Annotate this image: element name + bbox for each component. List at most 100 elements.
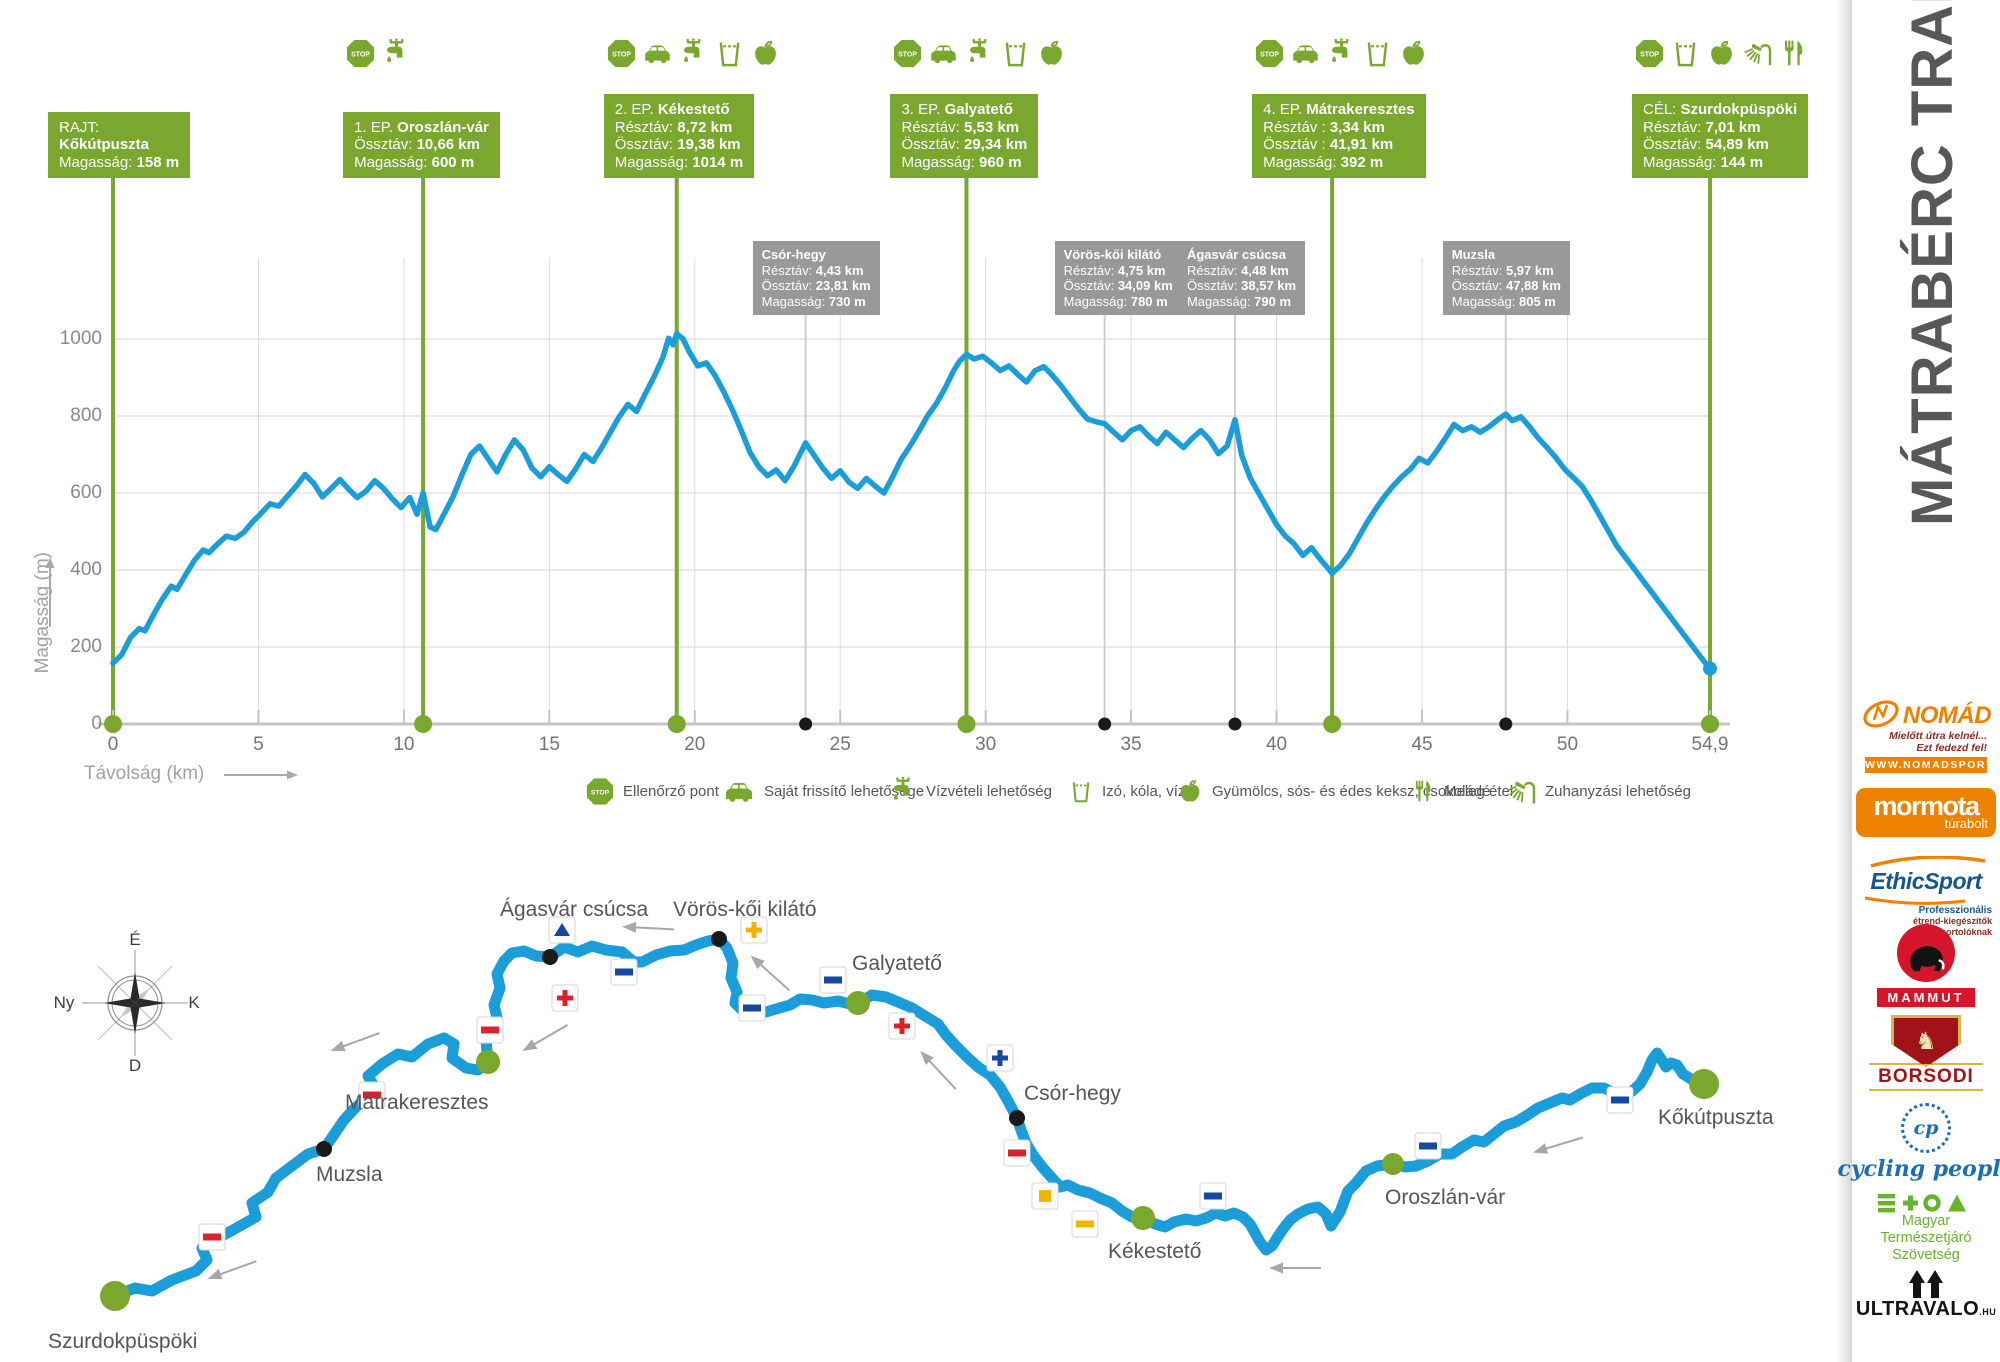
x-tick-label: 40 [1265, 734, 1288, 755]
checkpoint-label: 3. EP. [901, 101, 945, 118]
ethicsport-swoosh-bottom-icon [1864, 896, 1966, 905]
trail-blaze-cross-blue-icon [986, 1044, 1014, 1072]
checkpoint-label: Résztáv: [901, 118, 964, 136]
legend-item-shower: Zuhanyzási lehetőség [1505, 774, 1691, 808]
eat-icon [1410, 775, 1436, 808]
checkpoint-value: Mátrakeresztes [1306, 101, 1415, 118]
apple-icon [1036, 38, 1067, 69]
y-tick-label: 200 [70, 636, 102, 657]
checkpoint-label: Magasság: [1263, 153, 1341, 171]
x-tick-label: 45 [1411, 734, 1433, 755]
borsodi-horse-icon: ♞ [1915, 1027, 1937, 1055]
compass-e: K [188, 993, 200, 1012]
mtsz-line-3: Szövetség [1892, 1247, 1960, 1263]
elevation-profile-line [110, 330, 1713, 672]
checkpoint-value: 960 m [979, 153, 1022, 171]
checkpoint-icons-5 [1634, 38, 1809, 69]
tap-icon [964, 38, 995, 69]
car-icon [1290, 38, 1321, 69]
waypoint-value: 730 m [828, 293, 866, 309]
map-dot-major [100, 1281, 130, 1311]
ethicsport-sub-1: Professzionális [1918, 905, 1992, 916]
stop-icon [345, 38, 376, 69]
legend-item-stop: Ellenőrző pont [585, 774, 719, 808]
legend-label: Ellenőrző pont [623, 782, 719, 800]
map-dot-major [846, 991, 870, 1015]
checkpoint-box-1: 1. EP. Oroszlán-vár Össztáv: 10,66 km Maga… [343, 111, 500, 178]
x-tick-label: 54,9 [1691, 734, 1729, 755]
checkpoint-value: 1014 m [692, 153, 744, 171]
waypoint-box-2: Ágasvár csúcsa Résztáv: 4,48 km Össztáv: 3… [1177, 241, 1306, 315]
borsodi-logo[interactable]: ♞ BORSODI [1852, 1015, 2000, 1091]
checkpoint-label: Össztáv : [1263, 136, 1330, 153]
y-tick-label: 400 [70, 559, 102, 580]
nomad-tagline-1: Mielőtt útra kelnél... [1888, 730, 1987, 742]
waypoint-value: 4,43 km [815, 262, 864, 278]
waypoint-value: 790 m [1254, 293, 1292, 309]
x-tick-label: 0 [107, 734, 119, 755]
apple-icon [1176, 775, 1204, 808]
cycling-people-logo[interactable]: cp cycling people [1837, 1103, 2000, 1182]
trail-blaze-stripe-blue-icon [1606, 1086, 1634, 1114]
waypoint-label: Magasság: [1451, 293, 1519, 309]
mormota-logo[interactable]: mormota túrabolt [1852, 788, 2000, 837]
eat-icon [1778, 38, 1809, 69]
waypoint-label: Magasság: [1186, 293, 1255, 309]
trail-blaze-stripe-blue-icon [610, 958, 638, 986]
direction-arrow [522, 1024, 569, 1051]
ultravalo-logo[interactable]: ULTRAVALO.HU [1852, 1268, 2000, 1321]
checkpoint-box-5: CÉL: Szurdokpüspöki Résztáv: 7,01 km Összt… [1632, 94, 1809, 178]
legend-label: Zuhanyzási lehetőség [1545, 782, 1691, 800]
waypoint-value: Vörös-kői kilátó [1063, 247, 1162, 262]
mormota-brand: mormota [1873, 791, 1980, 821]
checkpoint-value: 8,72 km [677, 118, 733, 136]
nomad-brand: NOMÁD [1902, 702, 1992, 729]
waypoint-label: Össztáv: [1186, 278, 1242, 293]
checkpoint-label: Résztáv: [1643, 118, 1706, 136]
waypoint-label: Magasság: [1063, 293, 1131, 309]
cup-icon [1000, 38, 1031, 69]
direction-arrow [750, 955, 790, 992]
stop-icon [606, 38, 637, 69]
checkpoint-label: RAJT: [59, 118, 100, 136]
waypoint-value: 4,48 km [1241, 262, 1289, 278]
ethicsport-brand: EthicSport [1870, 868, 1982, 894]
legend-item-eat: Meleg étel [1410, 774, 1513, 808]
checkpoint-box-2: 2. EP. Kékestető Résztáv: 8,72 km Össztáv:… [603, 94, 755, 178]
map-dot-minor [1009, 1110, 1025, 1126]
map-label-7: Kékestető [1108, 1240, 1202, 1263]
waypoint-value: 47,88 km [1505, 278, 1561, 293]
waypoint-box-3: Muzsla Résztáv: 5,97 km Össztáv: 47,88 km M… [1442, 241, 1570, 315]
direction-arrow [207, 1260, 257, 1280]
waypoint-label: Össztáv: [1063, 278, 1118, 293]
ethicsport-logo[interactable]: EthicSport Professzionális étrend-kiegés… [1852, 856, 2000, 938]
checkpoint-label: Magasság: [1643, 153, 1721, 171]
mtsz-logo[interactable]: Magyar Természetjáró Szövetség [1852, 1193, 2000, 1264]
checkpoint-icons-4 [1254, 38, 1429, 69]
trail-blaze-stripe-red-icon [198, 1223, 226, 1251]
checkpoint-label: Össztáv: [901, 136, 964, 153]
stop-icon [1634, 38, 1665, 69]
ultravalo-tld: .HU [1979, 1307, 1997, 1317]
car-icon [928, 38, 959, 69]
checkpoint-value: Kékestető [657, 101, 730, 118]
apple-icon [1398, 38, 1429, 69]
mammut-logo[interactable]: MAMMUT [1852, 924, 2000, 1007]
tap-icon [888, 775, 918, 808]
checkpoint-value: 158 m [136, 153, 180, 171]
waypoint-box-0: Csór-hegy Résztáv: 4,43 km Össztáv: 23,81 … [752, 241, 880, 315]
nomad-logo[interactable]: NOMÁD Mielőtt útra kelnél... Ezt fedezd … [1852, 698, 2000, 773]
x-tick-label: 35 [1120, 734, 1142, 755]
poster-title: MÁTRABÉRC TRAIL [1900, 0, 1965, 526]
apple-icon [750, 38, 781, 69]
cycling-people-monogram: cp [1901, 1103, 1951, 1153]
checkpoint-label: Magasság: [354, 153, 432, 171]
legend-label: Meleg étel [1444, 782, 1514, 800]
legend-item-cup: Izó, kóla, víz [1068, 774, 1185, 808]
checkpoint-value: 392 m [1340, 153, 1384, 171]
checkpoint-icons-2 [606, 38, 781, 69]
map-label-6: Csór-hegy [1024, 1082, 1121, 1105]
cycling-people-brand: cycling people [1837, 1156, 2000, 1182]
x-tick-label: 25 [829, 734, 851, 755]
trail-blaze-square-yellow-icon [1031, 1182, 1059, 1210]
